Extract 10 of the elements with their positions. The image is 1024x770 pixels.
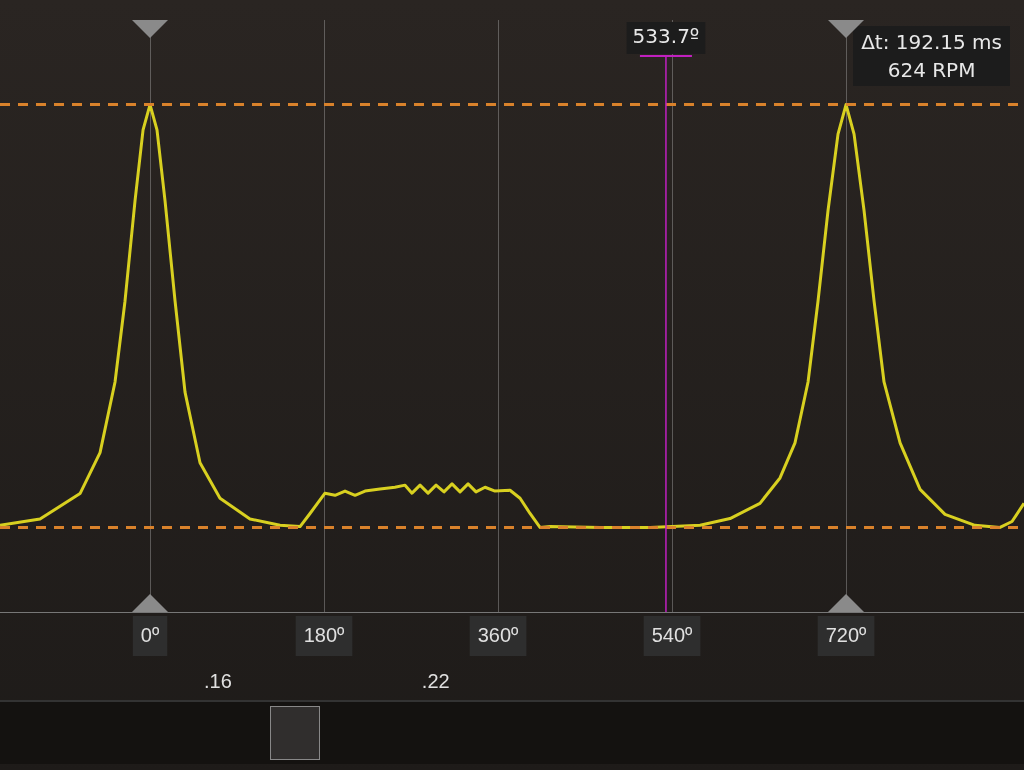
ref-line-label: 533.7º bbox=[632, 24, 700, 49]
x-tick-label: 180º bbox=[303, 623, 346, 646]
x-tick-label: 540º bbox=[651, 623, 694, 646]
x2-tick-label: .16 bbox=[203, 669, 232, 692]
text: Δt: 192.15 ms bbox=[861, 29, 1002, 56]
x-tick-label: 0º bbox=[140, 623, 160, 646]
x-tick-label: 360º bbox=[477, 623, 520, 646]
text: 624 RPM bbox=[886, 57, 977, 84]
x2-tick-label: .22 bbox=[421, 669, 450, 692]
x-tick-label: 720º bbox=[825, 623, 868, 646]
